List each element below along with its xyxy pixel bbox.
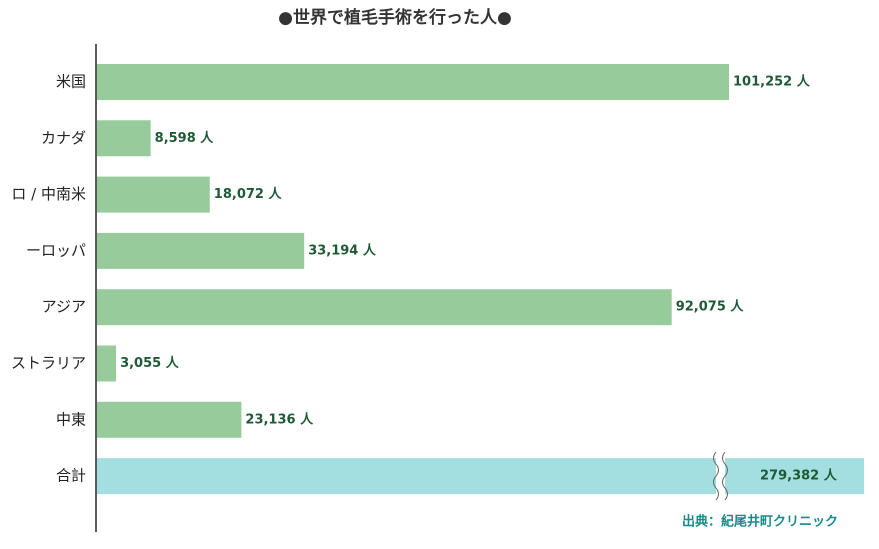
category-label: 合計 (56, 467, 86, 485)
bar (97, 401, 242, 438)
chart-title: ●世界で植毛手術を行った人● (278, 7, 512, 28)
bar (97, 232, 305, 269)
value-label: 101,252 人 (733, 74, 811, 90)
category-label: ロ / 中南米 (11, 185, 86, 203)
total-bar (97, 458, 864, 495)
value-label: 92,075 人 (676, 299, 745, 315)
category-label: 中東 (56, 410, 86, 428)
category-label: カナダ (41, 129, 86, 147)
bar (97, 64, 729, 100)
bar (97, 345, 117, 382)
category-label: ストラリア (11, 354, 86, 372)
value-label: 3,055 人 (120, 355, 180, 371)
value-label: 279,382 人 (760, 468, 838, 484)
axis-break-line (722, 451, 728, 501)
bar (97, 176, 210, 213)
source: 出典：紀尾井町クリニック (682, 514, 838, 530)
value-label: 18,072 人 (214, 186, 283, 202)
value-label: 8,598 人 (155, 130, 215, 146)
value-label: 23,136 人 (245, 411, 314, 427)
category-label: 米国 (56, 73, 86, 91)
category-label: ーロッパ (26, 241, 86, 259)
axis-break-line (713, 451, 719, 501)
value-label: 33,194 人 (308, 242, 377, 258)
category-label: アジア (42, 298, 86, 316)
axis-break (716, 452, 725, 501)
bar (97, 289, 672, 326)
bar (97, 120, 151, 157)
